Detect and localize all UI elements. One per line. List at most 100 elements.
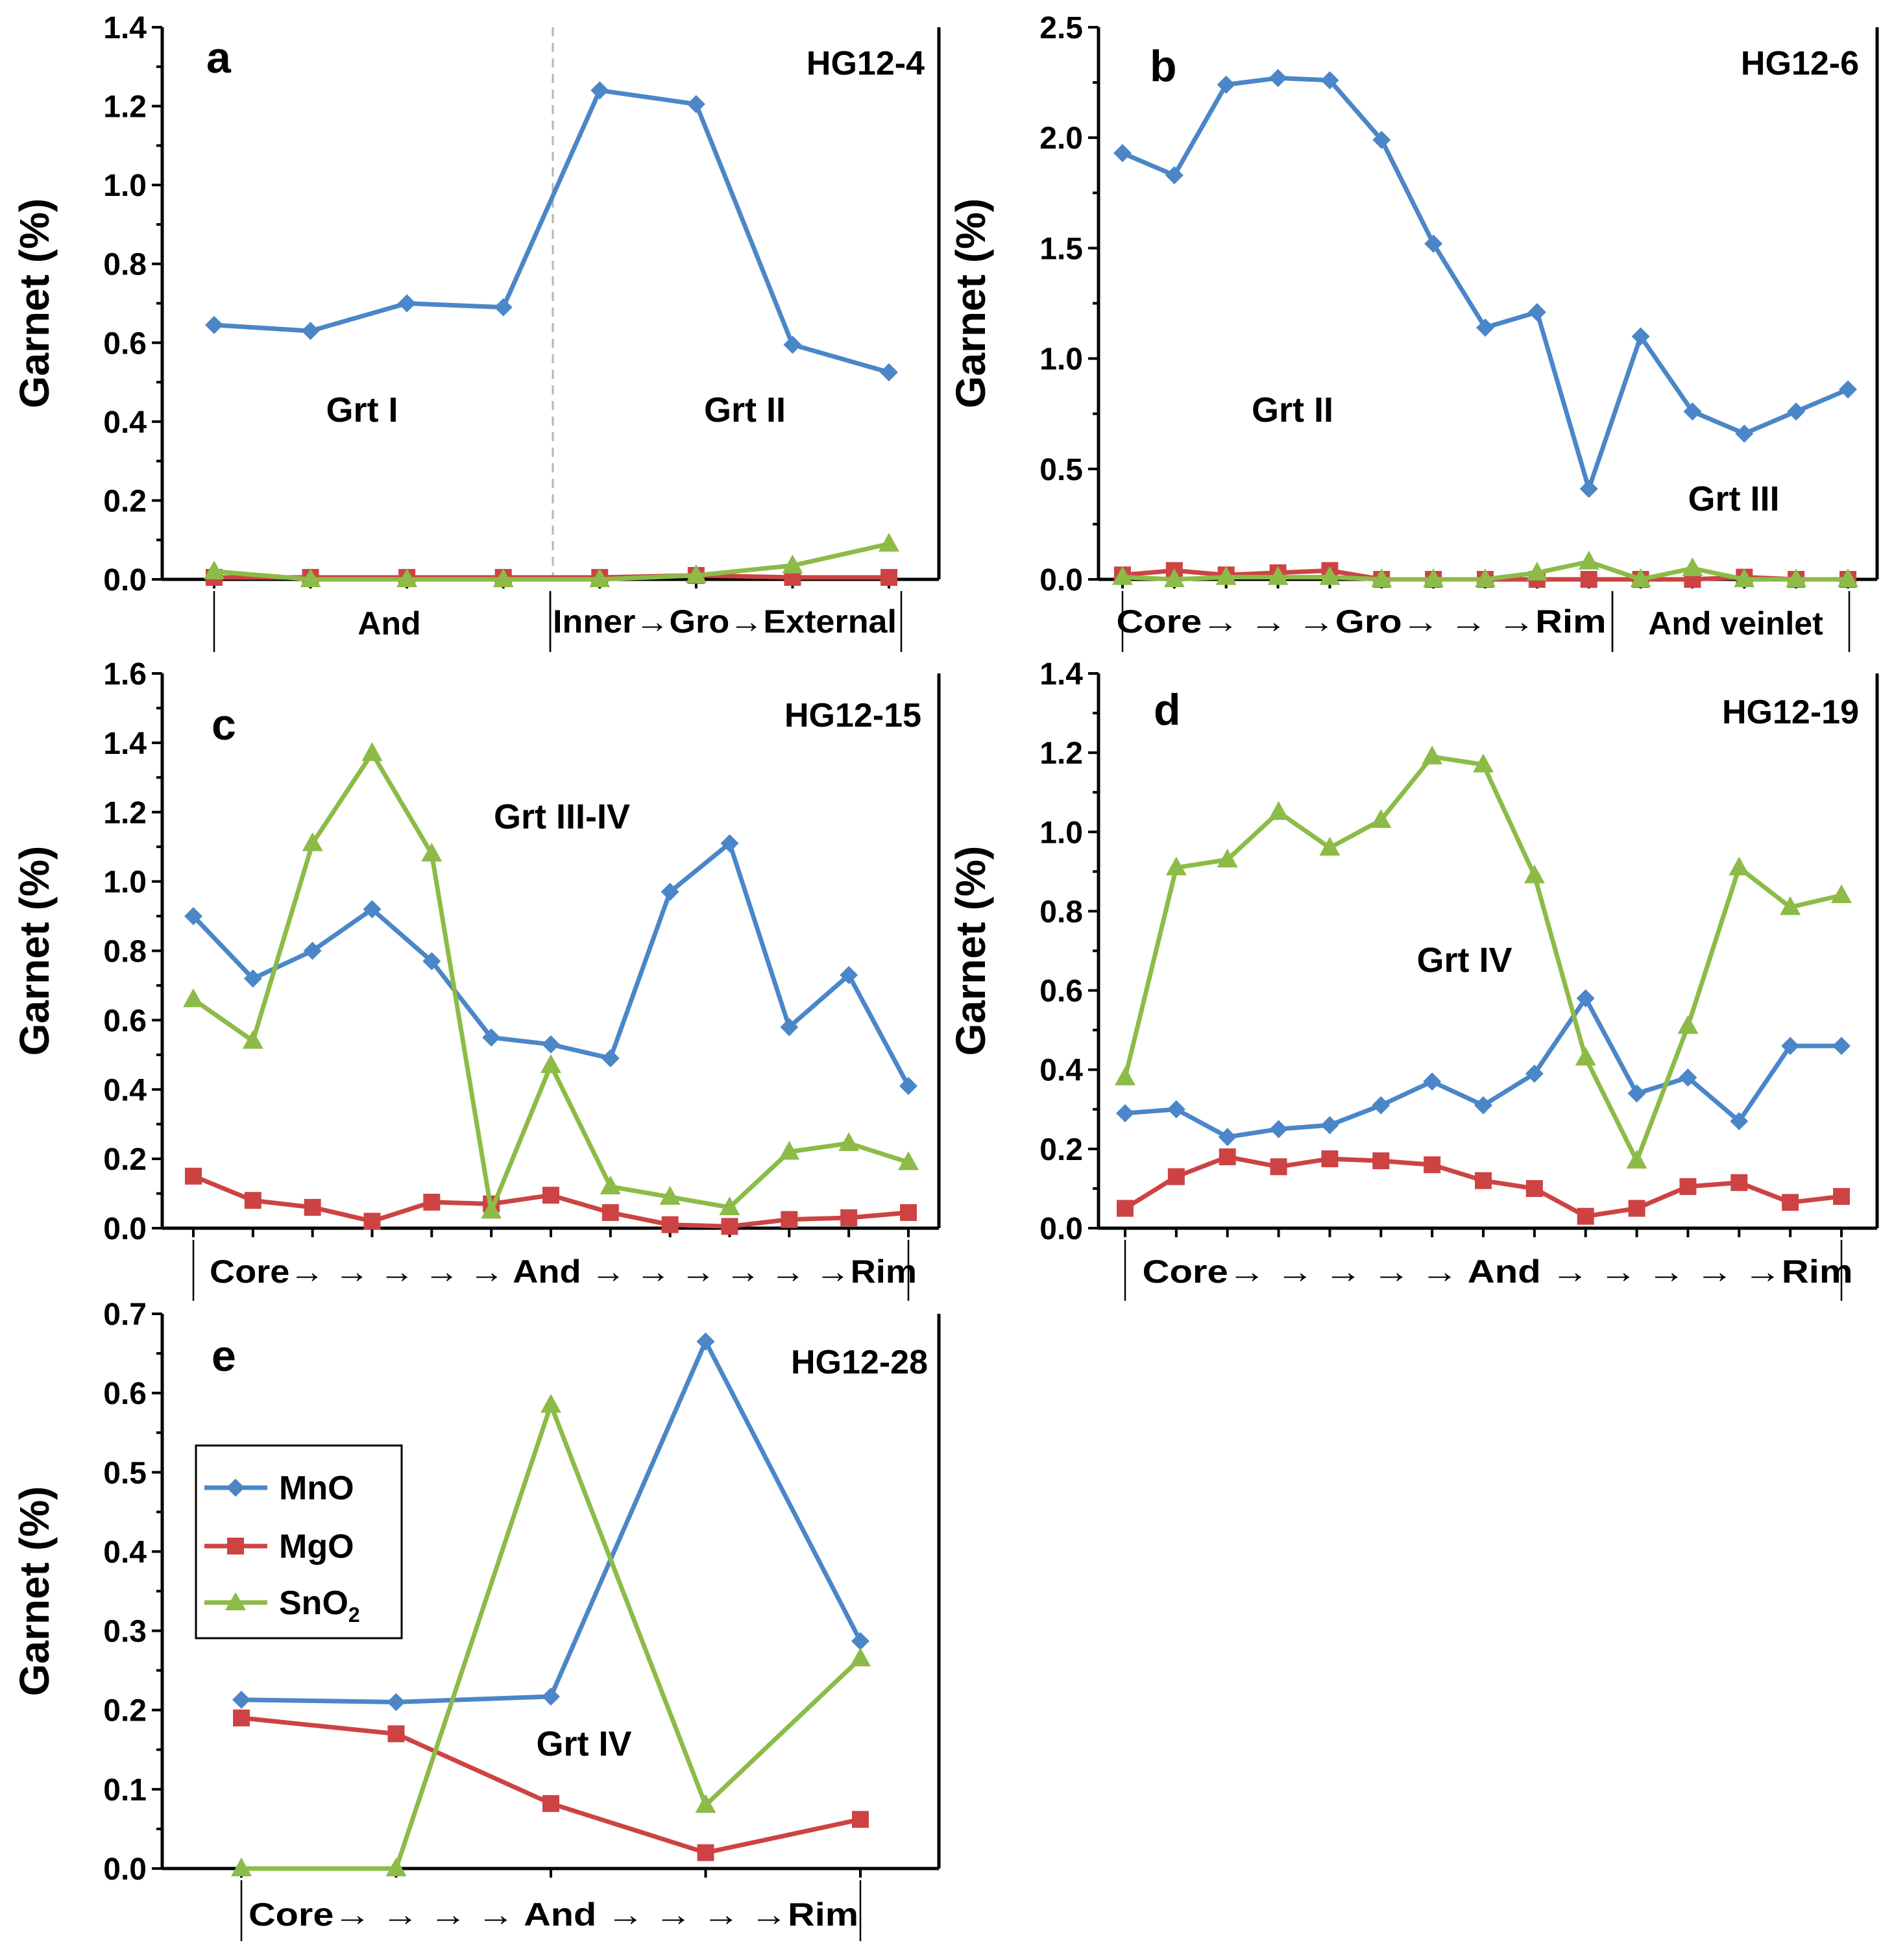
legend-marker-diamond <box>226 1479 245 1497</box>
data-point-mno <box>1730 1112 1749 1131</box>
data-point-mgo <box>304 1198 321 1216</box>
data-point-sno2 <box>540 1054 561 1073</box>
data-point-mno <box>1424 234 1443 253</box>
data-point-mno <box>783 335 802 354</box>
data-point-sno2 <box>1422 745 1443 765</box>
data-point-mno <box>1839 380 1857 399</box>
y-axis-label: Garnet (%) <box>11 846 58 1056</box>
chart-plot-e: 0.0 0.1 0.2 0.3 0.4 0.5 0.6 0.7 Garnet (%) <box>11 1298 941 1941</box>
data-point-sno2 <box>1215 566 1237 585</box>
data-point-mno <box>1218 1128 1237 1146</box>
data-point-mgo <box>542 1795 559 1812</box>
y-tick-label: 0.4 <box>103 1535 147 1569</box>
data-point-sno2 <box>1734 568 1755 587</box>
data-point-mno <box>851 1632 869 1651</box>
y-tick-label: 0.6 <box>103 326 147 361</box>
data-point-sno2 <box>600 1175 621 1194</box>
y-axis-label: Garnet (%) <box>11 1486 58 1697</box>
y-tick-label: 1.4 <box>103 11 147 45</box>
y-tick-label: 1.0 <box>1039 816 1083 850</box>
data-point-mno <box>243 969 262 988</box>
data-point-mgo <box>1270 1158 1287 1176</box>
data-point-mno <box>661 882 679 901</box>
y-tick-label: 0.6 <box>103 1004 147 1038</box>
data-point-mgo <box>900 1204 917 1221</box>
chart-plot-b: 0.0 0.5 1.0 1.5 2.0 2.5 Garnet (%) <box>947 11 1879 652</box>
region-label: Grt IV <box>1416 941 1512 980</box>
data-point-mno <box>1735 424 1754 443</box>
data-point-sno2 <box>1630 568 1651 587</box>
data-point-sno2 <box>540 1394 561 1413</box>
y-tick-label: 0.6 <box>1039 974 1083 1009</box>
data-point-mgo <box>1117 1200 1134 1217</box>
data-point-mgo <box>244 1192 261 1209</box>
data-point-mgo <box>697 1844 714 1861</box>
data-point-mno <box>1269 69 1287 88</box>
legend-label: SnO2 <box>279 1584 360 1627</box>
panel-d: d HG12-19 Grt IV Core→ → → → → And → → →… <box>1143 685 1860 1290</box>
data-point-mgo <box>1167 1168 1185 1185</box>
y-tick-label: 0.6 <box>103 1377 147 1411</box>
data-point-mno <box>1525 1064 1544 1083</box>
data-point-mno <box>1320 71 1339 90</box>
data-point-mno <box>387 1693 406 1712</box>
data-point-mno <box>1269 1120 1288 1139</box>
data-point-sno2 <box>659 1185 681 1205</box>
data-point-mgo <box>1475 1172 1492 1189</box>
data-point-sno2 <box>1268 801 1289 820</box>
data-point-sno2 <box>1165 856 1187 876</box>
data-point-mno <box>1781 1037 1800 1056</box>
sample-label: HG12-19 <box>1722 694 1859 731</box>
data-point-mgo <box>363 1213 381 1230</box>
data-point-mgo <box>542 1187 559 1204</box>
data-point-sno2 <box>1319 836 1341 856</box>
data-point-mno <box>1832 1037 1851 1056</box>
y-tick-label: 0.7 <box>103 1298 147 1332</box>
y-axis-label: Garnet (%) <box>11 199 58 409</box>
data-point-sno2 <box>1370 808 1392 828</box>
data-point-mgo <box>880 568 897 586</box>
region-label: Grt II <box>1252 391 1333 430</box>
data-point-mno <box>1527 303 1546 322</box>
panel-e: e HG12-28 Grt IV Core→ → → → And → → → →… <box>195 1331 928 1933</box>
panel-letter: c <box>212 700 236 749</box>
data-point-mgo <box>1782 1194 1799 1211</box>
data-point-sno2 <box>1786 568 1807 587</box>
data-point-sno2 <box>1578 550 1599 570</box>
data-point-mgo <box>233 1709 250 1726</box>
y-tick-label: 0.4 <box>1039 1054 1083 1088</box>
legend-item-mno: MnO <box>204 1470 354 1507</box>
data-point-mno <box>398 294 417 313</box>
y-tick-label: 1.5 <box>1039 232 1083 266</box>
data-point-mno <box>422 952 441 971</box>
data-point-mno <box>205 315 223 334</box>
data-point-sno2 <box>1526 561 1548 581</box>
y-tick-label: 2.0 <box>1039 121 1083 156</box>
data-point-mgo <box>661 1216 679 1233</box>
data-point-sno2 <box>242 1030 263 1049</box>
data-point-mgo <box>1628 1200 1645 1217</box>
data-point-sno2 <box>1371 568 1392 587</box>
data-point-sno2 <box>1115 1066 1135 1085</box>
data-point-mno <box>720 834 739 853</box>
data-point-mgo <box>1833 1188 1850 1205</box>
chart-plot-a: 0.0 0.2 0.4 0.6 0.8 1.0 1.2 1.4 Garnet (%) <box>11 11 941 652</box>
region-label: Grt III-IV <box>494 797 630 836</box>
chart-plot-c: 0.0 0.2 0.4 0.6 0.8 1.0 1.2 1.4 1.6 Garnet (%) <box>11 657 941 1301</box>
x-segment-label: Core→ → →Gro→ → →Rim <box>1117 603 1607 640</box>
y-tick-label: 1.2 <box>103 796 147 830</box>
panel-letter: b <box>1150 42 1177 91</box>
data-point-sno2 <box>183 988 204 1008</box>
legend: MnO MgO SnO2 <box>195 1444 403 1639</box>
data-point-sno2 <box>779 1141 800 1160</box>
data-point-sno2 <box>1112 566 1133 585</box>
data-point-sno2 <box>782 554 803 574</box>
data-point-mno <box>1683 402 1702 421</box>
data-point-mno <box>1116 1104 1134 1122</box>
data-point-sno2 <box>1838 568 1858 587</box>
data-point-sno2 <box>204 560 225 579</box>
data-point-mgo <box>781 1211 798 1228</box>
data-point-sno2 <box>695 1794 716 1813</box>
data-point-sno2 <box>361 742 383 761</box>
